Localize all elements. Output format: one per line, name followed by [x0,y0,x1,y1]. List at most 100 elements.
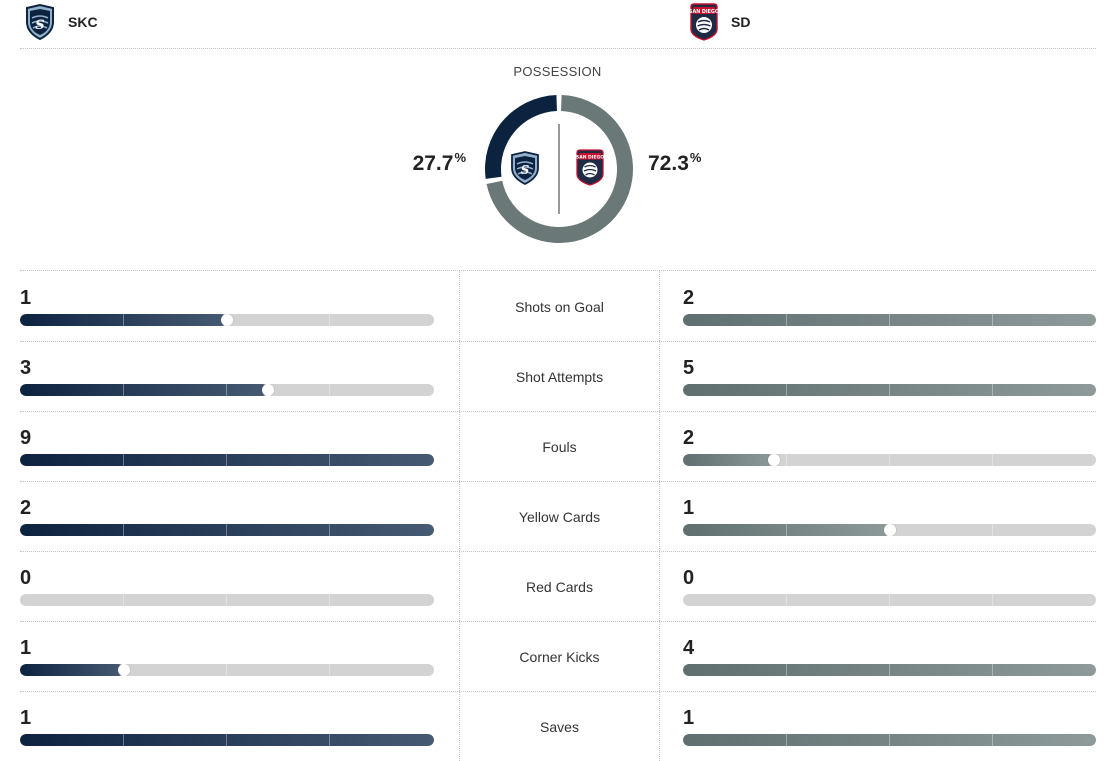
bar-tick [329,734,330,746]
bar-tick [123,594,124,606]
stat-row: 1 Corner Kicks 4 [0,621,1115,691]
bar-tick [786,314,787,326]
stat-row: 0 Red Cards 0 [0,551,1115,621]
row-divider [20,691,1096,692]
column-divider [659,481,660,551]
bar-tick [992,384,993,396]
row-divider [20,551,1096,552]
bar-tick [226,384,227,396]
bar-tick [889,664,890,676]
bar-tick [992,454,993,466]
away-team-abbr: SKC [68,14,98,30]
away-possession-arc [485,95,557,179]
bar-tick [329,524,330,536]
bar-tick [123,734,124,746]
bar-tick [992,734,993,746]
teams-header: S SKC SAN DIEGO SD [0,0,1115,48]
bar-tick [123,314,124,326]
home-stat-value: 0 [683,567,695,589]
bar-tick [123,454,124,466]
bar-tick [329,454,330,466]
stats-top-divider [20,270,1096,271]
bar-tick [329,314,330,326]
row-divider [20,481,1096,482]
away-stat-value: 2 [20,497,32,519]
row-divider [20,621,1096,622]
home-stat-bar [683,664,1096,676]
column-divider [459,411,460,481]
home-stat-bar-fill [683,454,774,466]
bar-tick [889,384,890,396]
bar-tick [226,664,227,676]
column-divider [659,411,660,481]
stat-row: 3 Shot Attempts 5 [0,341,1115,411]
home-team-abbr: SD [731,14,751,30]
away-stat-bar-fill [20,664,124,676]
stat-label: Yellow Cards [518,509,601,525]
bar-tick [329,594,330,606]
away-possession-value: 27.7% [412,150,466,175]
bar-tick [889,594,890,606]
bar-tick [889,314,890,326]
stat-label: Shots on Goal [515,299,604,315]
away-stat-bar [20,384,434,396]
bar-tick [786,734,787,746]
home-stat-value: 1 [683,497,695,519]
skc-crest-icon: S [511,151,539,186]
stat-row: 2 Yellow Cards 1 [0,481,1115,551]
column-divider [459,481,460,551]
column-divider [459,271,460,341]
possession-donut-chart: S SAN DIEGO [485,95,633,244]
bar-tick [329,664,330,676]
away-stat-bar-fill [20,384,268,396]
column-divider [659,551,660,621]
bar-end-knob [884,524,896,536]
stat-row: 1 Saves 1 [0,691,1115,761]
away-stat-bar [20,314,434,326]
home-stat-value: 4 [683,637,695,659]
home-stat-bar-fill [683,664,1096,676]
stat-row: 9 Fouls 2 [0,411,1115,481]
svg-text:S: S [521,163,530,177]
stat-label: Red Cards [526,579,593,595]
bar-tick [226,524,227,536]
away-team-header: S SKC [24,4,98,40]
stat-label: Saves [540,719,579,735]
bar-tick [889,734,890,746]
bar-tick [889,454,890,466]
column-divider [659,341,660,411]
header-divider [20,48,1096,49]
away-stat-value: 1 [20,287,32,309]
away-stat-bar-fill [20,524,434,536]
svg-text:S: S [35,18,44,33]
home-stat-bar [683,314,1096,326]
bar-tick [992,594,993,606]
bar-tick [786,594,787,606]
away-stat-value: 3 [20,357,32,379]
home-stat-bar-fill [683,524,890,536]
away-stat-bar [20,734,434,746]
home-stat-bar [683,734,1096,746]
column-divider [459,551,460,621]
row-divider [20,341,1096,342]
away-stat-bar [20,594,434,606]
bar-end-knob [118,664,130,676]
sd-crest-icon: SAN DIEGO [576,149,604,186]
bar-end-knob [221,314,233,326]
home-stat-bar [683,524,1096,536]
column-divider [459,691,460,761]
home-possession-value: 72.3% [648,150,702,175]
away-stat-bar-fill [20,314,227,326]
skc-crest-icon: S [24,4,56,40]
away-stat-bar [20,524,434,536]
bar-tick [786,524,787,536]
bar-end-knob [262,384,274,396]
away-stat-bar [20,664,434,676]
column-divider [459,621,460,691]
home-stat-bar [683,594,1096,606]
sd-crest-text: SAN DIEGO [689,9,719,15]
away-stat-bar-fill [20,454,434,466]
home-stat-bar [683,454,1096,466]
home-stat-value: 5 [683,357,695,379]
home-stat-value: 2 [683,427,695,449]
